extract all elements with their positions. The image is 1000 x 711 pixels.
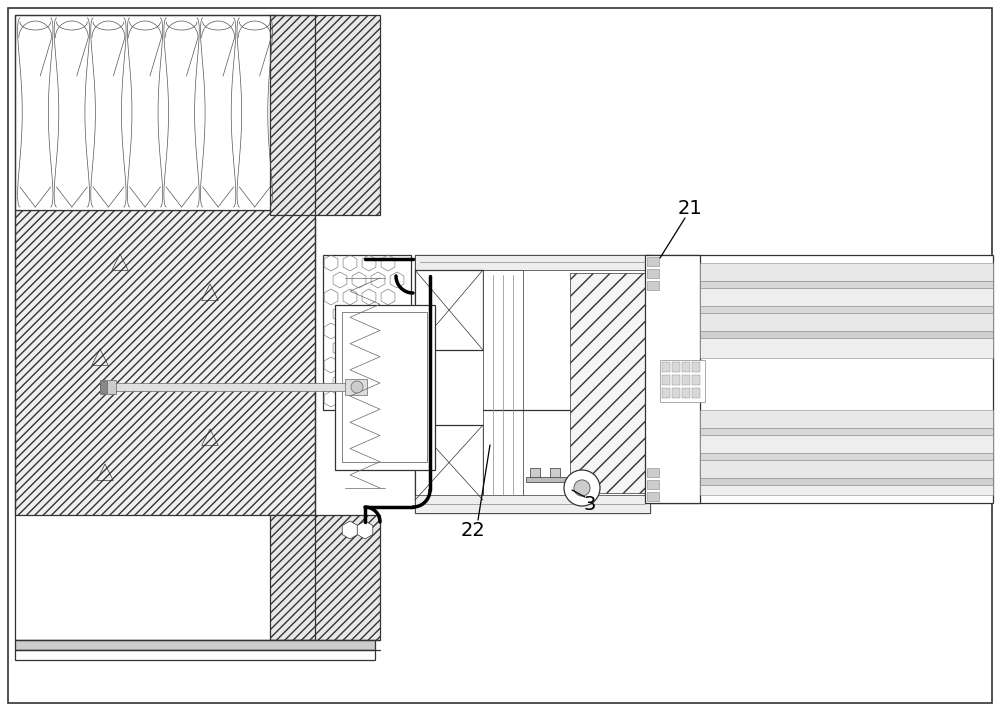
Bar: [700, 306, 993, 313]
Bar: [647, 480, 659, 489]
Bar: [15, 15, 315, 640]
Bar: [700, 331, 993, 338]
Bar: [700, 338, 993, 358]
Bar: [672, 388, 680, 398]
Bar: [692, 375, 700, 385]
Bar: [647, 257, 659, 266]
Text: 22: 22: [461, 520, 485, 540]
Bar: [526, 477, 566, 482]
Text: 21: 21: [678, 198, 702, 218]
Bar: [415, 425, 483, 500]
Bar: [682, 388, 690, 398]
Bar: [700, 478, 993, 485]
Bar: [345, 379, 367, 395]
Bar: [100, 381, 107, 393]
Bar: [700, 435, 993, 453]
Bar: [270, 15, 380, 215]
Bar: [647, 269, 659, 278]
Circle shape: [574, 480, 590, 496]
Text: 3: 3: [584, 496, 596, 515]
Bar: [692, 388, 700, 398]
Bar: [270, 515, 380, 640]
Bar: [415, 255, 650, 270]
Bar: [672, 375, 680, 385]
Bar: [100, 380, 116, 394]
Bar: [700, 485, 993, 495]
Bar: [415, 270, 483, 350]
Bar: [700, 410, 993, 428]
Bar: [570, 273, 648, 493]
Bar: [645, 255, 700, 503]
Bar: [662, 362, 670, 372]
Bar: [700, 453, 993, 460]
Bar: [550, 468, 560, 478]
Bar: [700, 313, 993, 331]
Bar: [323, 255, 411, 410]
Bar: [647, 492, 659, 501]
Bar: [15, 640, 375, 650]
Bar: [672, 362, 680, 372]
Bar: [647, 281, 659, 290]
Bar: [700, 281, 993, 288]
Bar: [335, 305, 435, 470]
Bar: [100, 383, 365, 391]
Bar: [700, 288, 993, 306]
Bar: [682, 362, 690, 372]
Bar: [530, 468, 540, 478]
Bar: [700, 428, 993, 435]
Bar: [645, 255, 993, 503]
Bar: [662, 388, 670, 398]
Circle shape: [351, 381, 363, 393]
Bar: [647, 468, 659, 477]
Bar: [415, 495, 650, 513]
Circle shape: [564, 470, 600, 506]
Bar: [682, 375, 690, 385]
Bar: [662, 375, 670, 385]
Bar: [692, 362, 700, 372]
Bar: [660, 360, 705, 402]
Bar: [15, 210, 315, 515]
Bar: [415, 255, 650, 513]
Bar: [15, 650, 375, 660]
Bar: [700, 263, 993, 281]
Bar: [483, 270, 523, 500]
Bar: [342, 312, 427, 462]
Bar: [700, 460, 993, 478]
Bar: [15, 15, 275, 210]
